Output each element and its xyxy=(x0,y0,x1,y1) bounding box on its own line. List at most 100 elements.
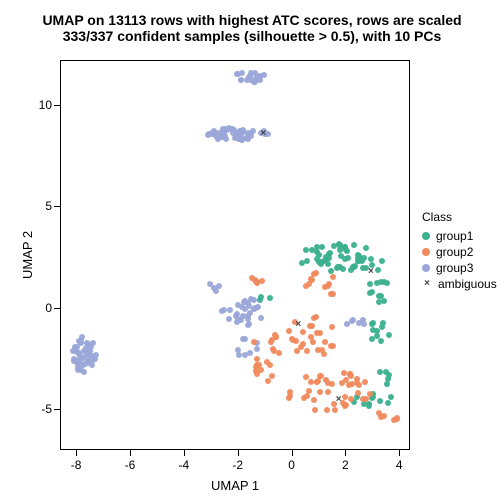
scatter-point xyxy=(234,311,240,317)
scatter-point xyxy=(242,306,248,312)
scatter-point xyxy=(77,355,83,361)
legend-item: group3 xyxy=(422,260,497,276)
scatter-point xyxy=(229,126,235,132)
y-tick-label: 0 xyxy=(32,301,52,315)
legend: Class group1 group2group3×ambiguous xyxy=(422,210,497,292)
y-tick-mark xyxy=(54,308,60,309)
scatter-point xyxy=(258,315,264,321)
x-tick-label: -8 xyxy=(71,458,82,472)
x-axis-label: UMAP 1 xyxy=(211,478,259,493)
scatter-point xyxy=(316,259,322,265)
x-tick-mark xyxy=(292,450,293,456)
scatter-point xyxy=(75,362,81,368)
y-tick-mark xyxy=(54,105,60,106)
ambiguous-point: × xyxy=(334,395,344,405)
x-tick-mark xyxy=(130,450,131,456)
x-tick-mark xyxy=(238,450,239,456)
scatter-point xyxy=(314,379,320,385)
scatter-point xyxy=(304,348,310,354)
scatter-point xyxy=(383,369,389,375)
scatter-point xyxy=(330,274,336,280)
scatter-point xyxy=(235,134,241,140)
scatter-point xyxy=(323,377,329,383)
x-tick-label: 0 xyxy=(288,458,295,472)
scatter-point xyxy=(322,339,328,345)
scatter-point xyxy=(308,379,314,385)
scatter-point xyxy=(254,346,260,352)
y-tick-label: -5 xyxy=(32,402,52,416)
chart-title-line1: UMAP on 13113 rows with highest ATC scor… xyxy=(0,12,504,28)
x-tick-mark xyxy=(184,450,185,456)
x-tick-mark xyxy=(345,450,346,456)
x-tick-mark xyxy=(76,450,77,456)
y-tick-mark xyxy=(54,409,60,410)
scatter-point xyxy=(376,299,382,305)
scatter-point xyxy=(368,256,374,262)
scatter-point xyxy=(304,393,310,399)
scatter-point xyxy=(226,316,232,322)
legend-item: ×ambiguous xyxy=(422,276,497,292)
scatter-point xyxy=(325,389,331,395)
scatter-point xyxy=(321,351,327,357)
scatter-point xyxy=(220,133,226,139)
legend-swatch xyxy=(422,248,430,256)
scatter-point xyxy=(312,407,318,413)
scatter-point xyxy=(329,324,335,330)
scatter-point xyxy=(307,323,313,329)
scatter-point xyxy=(251,339,257,345)
legend-label: group1 xyxy=(436,229,473,243)
scatter-point xyxy=(88,344,94,350)
scatter-point xyxy=(240,336,246,342)
scatter-point xyxy=(317,389,323,395)
scatter-point xyxy=(363,245,369,251)
y-tick-label: 5 xyxy=(32,199,52,213)
y-tick-label: 10 xyxy=(32,98,52,112)
legend-label: group2 xyxy=(436,245,473,259)
ambiguous-point: × xyxy=(366,267,376,277)
ambiguous-point: × xyxy=(258,129,268,139)
scatter-point xyxy=(330,343,336,349)
scatter-point xyxy=(354,376,360,382)
scatter-point xyxy=(252,79,258,85)
scatter-point xyxy=(362,379,368,385)
scatter-point xyxy=(388,394,394,400)
legend-item: group1 xyxy=(422,228,497,244)
scatter-point xyxy=(363,396,369,402)
scatter-point xyxy=(348,373,354,379)
x-tick-label: 4 xyxy=(396,458,403,472)
scatter-point xyxy=(268,339,274,345)
scatter-point xyxy=(369,289,375,295)
scatter-point xyxy=(81,369,87,375)
scatter-point xyxy=(331,243,337,249)
scatter-point xyxy=(324,407,330,413)
scatter-point xyxy=(239,70,245,76)
ambiguous-point: × xyxy=(293,320,303,330)
scatter-point xyxy=(254,371,260,377)
scatter-point xyxy=(386,332,392,338)
legend-swatch xyxy=(422,232,430,240)
scatter-point xyxy=(245,322,251,328)
scatter-point xyxy=(216,283,222,289)
scatter-point xyxy=(376,293,382,299)
x-tick-label: -2 xyxy=(232,458,243,472)
scatter-point xyxy=(238,77,244,83)
scatter-point xyxy=(246,74,252,80)
chart-title-line2: 333/337 confident samples (silhouette > … xyxy=(0,28,504,44)
scatter-point xyxy=(337,243,343,249)
chart-title: UMAP on 13113 rows with highest ATC scor… xyxy=(0,12,504,44)
x-tick-mark xyxy=(399,450,400,456)
scatter-point xyxy=(344,321,350,327)
legend-swatch xyxy=(422,264,430,272)
scatter-point xyxy=(370,320,376,326)
legend-title: Class xyxy=(422,210,497,224)
scatter-point xyxy=(235,347,241,353)
scatter-point xyxy=(257,297,263,303)
scatter-point xyxy=(367,391,373,397)
scatter-point xyxy=(345,255,351,261)
y-tick-mark xyxy=(54,206,60,207)
scatter-point xyxy=(351,264,357,270)
scatter-point xyxy=(356,253,362,259)
scatter-point xyxy=(298,344,304,350)
x-tick-label: -6 xyxy=(125,458,136,472)
scatter-point xyxy=(384,280,390,286)
